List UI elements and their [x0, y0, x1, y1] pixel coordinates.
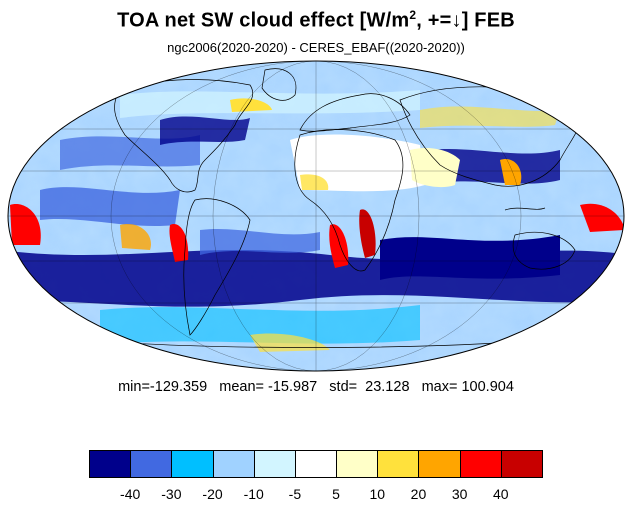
colorbar-swatch [418, 450, 461, 478]
colorbar-swatch [459, 450, 502, 478]
map-subtitle: ngc2006(2020-2020) - CERES_EBAF((2020-20… [167, 40, 465, 55]
colorbar-swatch [294, 450, 338, 478]
colorbar-swatch [171, 450, 214, 478]
colorbar-swatch [212, 450, 255, 478]
colorbar-tick-label: 20 [410, 486, 427, 502]
map-statistics: min=-129.359 mean= -15.987 std= 23.128 m… [118, 379, 514, 395]
colorbar-swatch [130, 450, 173, 478]
colorbar: -40 -30 -20 -10 -5 5 10 20 30 40 [89, 450, 543, 510]
colorbar-tick-label: -40 [120, 486, 141, 502]
colorbar-tick-label: 30 [451, 486, 468, 502]
map-outline [7, 60, 625, 372]
europe-coast [299, 93, 411, 132]
africa-coast [294, 129, 404, 272]
colorbar-swatch [253, 450, 296, 478]
colorbar-swatch [336, 450, 379, 478]
sahara-region [290, 134, 425, 192]
colorbar-swatch [377, 450, 420, 478]
graticule [8, 61, 624, 371]
colorbar-tick-label: 5 [332, 486, 340, 502]
colorbar-tick-label: -10 [243, 486, 264, 502]
colorbar-tick-label: -30 [161, 486, 182, 502]
colorbar-swatch [500, 450, 543, 478]
map-title: TOA net SW cloud effect [W/m2, +=↓] FEB [117, 8, 515, 32]
mollweide-map [7, 60, 625, 372]
peru-stratocumulus [169, 224, 189, 262]
colorbar-tick-label: 10 [369, 486, 386, 502]
colorbar-tick-label: -5 [288, 486, 302, 502]
north-america-coast [114, 79, 253, 193]
australia-coast [512, 231, 576, 270]
colorbar-swatch [89, 450, 132, 478]
colorbar-tick-label: 40 [493, 486, 509, 502]
colorbar-tick-label: -20 [202, 486, 223, 502]
